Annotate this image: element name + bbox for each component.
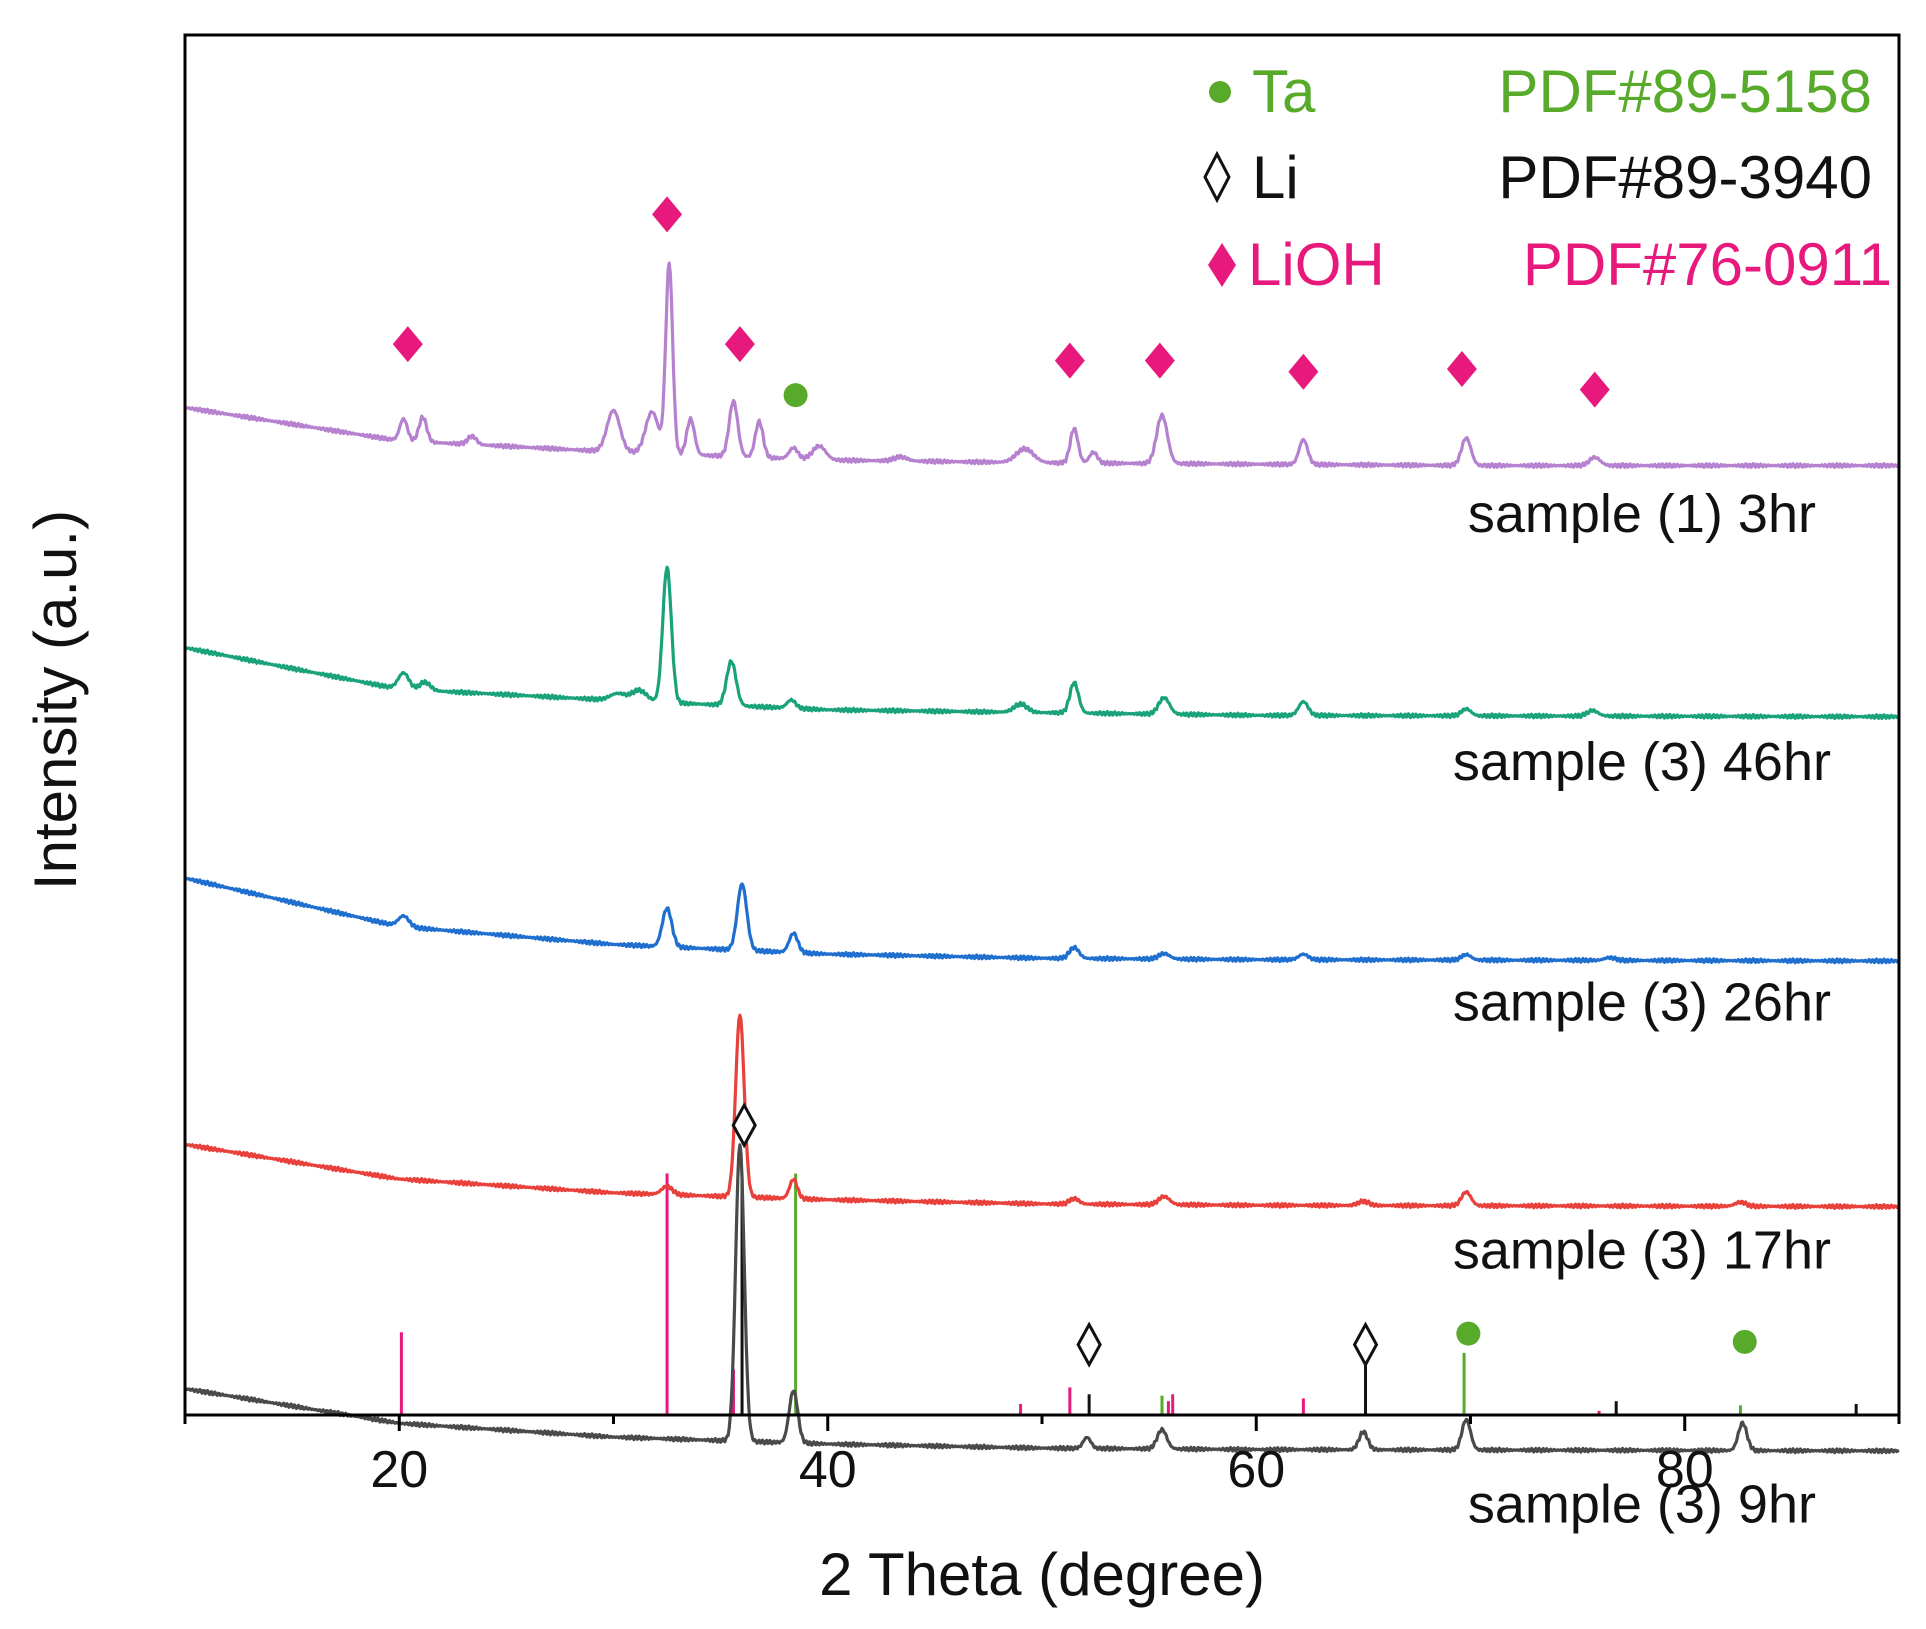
- x-axis-label: 2 Theta (degree): [819, 1541, 1265, 1608]
- curve-label-sample-3-46hr: sample (3) 46hr: [1453, 732, 1831, 792]
- peak-marker-dot-13: [1732, 1329, 1757, 1354]
- peak-marker-diamond-6: [1446, 350, 1477, 387]
- legend-lioh-name: LiOH: [1248, 231, 1385, 298]
- x-tick-label-60: 60: [1227, 1441, 1285, 1499]
- legend-li-name: Li: [1252, 144, 1299, 211]
- peak-marker-diamond-7: [1579, 371, 1610, 408]
- legend-ta-pdf: PDF#89-5158: [1498, 58, 1872, 125]
- legend-li-pdf: PDF#89-3940: [1498, 144, 1872, 211]
- legend-lioh-pdf: PDF#76-0911: [1523, 231, 1892, 298]
- curve-sample-1-3hr: [184, 261, 1900, 470]
- x-tick-label-40: 40: [799, 1441, 857, 1499]
- peak-marker-diamond-4: [1144, 342, 1175, 379]
- curve-sample-3-9hr: [184, 1143, 1900, 1455]
- legend: Ta PDF#89-5158 Li PDF#89-3940 LiOH PDF#7…: [1203, 58, 1892, 298]
- peak-marker-dot-8: [783, 383, 808, 408]
- curve-label-group: sample (1) 3hr sample (3) 46hr sample (3) …: [1453, 484, 1831, 1535]
- peak-marker-diamond-3: [1054, 342, 1085, 379]
- peak-marker-diamond-2: [724, 326, 755, 363]
- peak-marker-group: [392, 196, 1757, 1368]
- legend-open-diamond-marker: [1203, 150, 1231, 204]
- curve-group: [184, 261, 1900, 1455]
- x-tick-group: 20 40 60 80: [183, 1415, 1901, 1499]
- peak-marker-dot-12: [1456, 1321, 1481, 1346]
- y-axis-label: Intensity (a.u.): [22, 510, 89, 890]
- peak-marker-diamond-open-10: [1076, 1321, 1102, 1368]
- legend-ta-name: Ta: [1252, 58, 1316, 125]
- curve-sample-3-46hr: [184, 565, 1900, 721]
- peak-marker-diamond-5: [1288, 353, 1319, 390]
- curve-label-sample-1-3hr: sample (1) 3hr: [1468, 484, 1816, 544]
- curve-label-sample-3-26hr: sample (3) 26hr: [1453, 972, 1831, 1032]
- legend-dot-marker: [1209, 81, 1231, 103]
- peak-marker-diamond-open-9: [731, 1102, 757, 1149]
- legend-diamond-marker: [1208, 243, 1236, 287]
- peak-marker-diamond-open-11: [1352, 1321, 1379, 1368]
- curve-label-sample-3-9hr: sample (3) 9hr: [1468, 1475, 1816, 1535]
- peak-marker-diamond-0: [652, 196, 683, 233]
- curve-sample-3-17hr: [184, 1013, 1900, 1210]
- x-tick-label-20: 20: [370, 1441, 428, 1499]
- reference-line-group: [399, 1173, 1858, 1415]
- curve-sample-3-26hr: [184, 876, 1900, 965]
- curve-label-sample-3-17hr: sample (3) 17hr: [1453, 1221, 1831, 1281]
- peak-marker-diamond-1: [392, 326, 423, 363]
- x-tick-label-80: 80: [1656, 1441, 1714, 1499]
